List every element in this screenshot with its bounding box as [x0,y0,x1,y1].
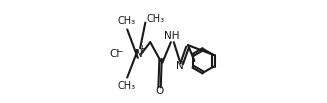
Text: Cl: Cl [110,49,120,59]
Text: O: O [155,86,164,96]
Text: N: N [176,61,184,71]
Text: −: − [115,46,122,55]
Text: N: N [135,49,143,59]
Text: CH₃: CH₃ [117,16,135,26]
Text: +: + [138,44,145,53]
Text: NH: NH [164,31,180,41]
Text: CH₃: CH₃ [117,81,135,91]
Text: CH₃: CH₃ [146,14,165,24]
